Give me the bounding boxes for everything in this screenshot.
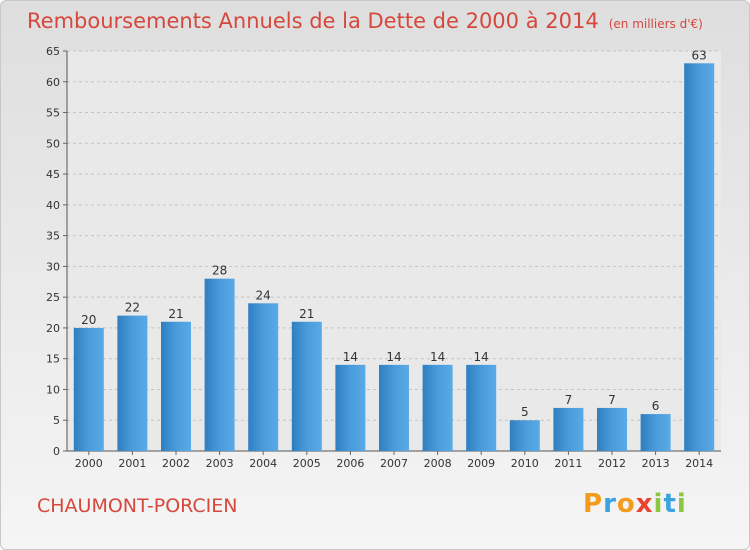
chart-subtitle: (en milliers d'€) (608, 17, 703, 31)
logo-letter: P (583, 489, 604, 519)
bar-value-label: 63 (692, 48, 707, 62)
y-tick-label: 65 (46, 45, 60, 58)
y-tick-label: 5 (53, 414, 60, 427)
x-tick-label: 2009 (467, 457, 495, 470)
y-tick-label: 0 (53, 445, 60, 458)
logo-letter: o (616, 489, 636, 519)
logo-letter: t (663, 489, 677, 519)
x-tick-label: 2011 (554, 457, 582, 470)
y-tick-label: 55 (46, 107, 60, 120)
bar (640, 414, 671, 451)
y-tick-label: 40 (46, 199, 60, 212)
x-tick-label: 2007 (380, 457, 408, 470)
proxiti-logo: Proxiti (583, 489, 687, 519)
x-tick-label: 2014 (685, 457, 713, 470)
x-tick-label: 2004 (249, 457, 277, 470)
bar-value-label: 7 (565, 393, 573, 407)
bar-value-label: 14 (386, 350, 401, 364)
y-tick-label: 20 (46, 322, 60, 335)
bar (73, 327, 104, 451)
logo-letter: i (676, 489, 687, 519)
bar (379, 364, 409, 451)
x-tick-label: 2013 (642, 457, 670, 470)
y-tick-label: 15 (46, 353, 60, 366)
title-text: Remboursements Annuels de la Dette de 20… (27, 9, 599, 33)
x-tick-label: 2008 (424, 457, 452, 470)
bar (597, 407, 627, 451)
y-tick-label: 10 (46, 383, 60, 396)
logo-letter: x (635, 489, 654, 519)
bar-value-label: 24 (256, 288, 271, 302)
y-tick-label: 35 (46, 230, 60, 243)
bar (684, 63, 715, 452)
y-tick-label: 50 (46, 137, 60, 150)
x-tick-label: 2002 (162, 457, 190, 470)
bar (248, 303, 279, 451)
bar (204, 278, 235, 451)
bar-value-label: 7 (608, 393, 616, 407)
bar-value-label: 28 (212, 264, 227, 278)
x-tick-label: 2003 (206, 457, 234, 470)
bar (291, 321, 322, 451)
bar (466, 364, 497, 451)
logo-letter: i (653, 489, 664, 519)
chart-title: Remboursements Annuels de la Dette de 20… (27, 9, 703, 33)
x-tick-label: 2012 (598, 457, 626, 470)
bar (335, 364, 366, 451)
bar (161, 321, 191, 451)
y-tick-label: 30 (46, 260, 60, 273)
bar (422, 364, 453, 451)
bar (553, 407, 584, 451)
bar (117, 315, 148, 451)
y-tick-label: 25 (46, 291, 60, 304)
x-tick-label: 2005 (293, 457, 321, 470)
bar-value-label: 14 (474, 350, 489, 364)
bar (509, 420, 540, 451)
x-tick-label: 2010 (511, 457, 539, 470)
y-tick-label: 60 (46, 76, 60, 89)
bar-value-label: 6 (652, 399, 660, 413)
bar-value-label: 21 (168, 307, 183, 321)
town-name: CHAUMONT-PORCIEN (37, 495, 238, 517)
logo-letter: r (603, 489, 617, 519)
bar-value-label: 14 (430, 350, 445, 364)
bar-value-label: 22 (125, 301, 140, 315)
bar-value-label: 5 (521, 405, 529, 419)
x-tick-label: 2001 (118, 457, 146, 470)
y-tick-label: 45 (46, 168, 60, 181)
bar-value-label: 14 (343, 350, 358, 364)
bar-value-label: 20 (81, 313, 96, 327)
x-tick-label: 2006 (336, 457, 364, 470)
x-tick-label: 2000 (75, 457, 103, 470)
bar-value-label: 21 (299, 307, 314, 321)
